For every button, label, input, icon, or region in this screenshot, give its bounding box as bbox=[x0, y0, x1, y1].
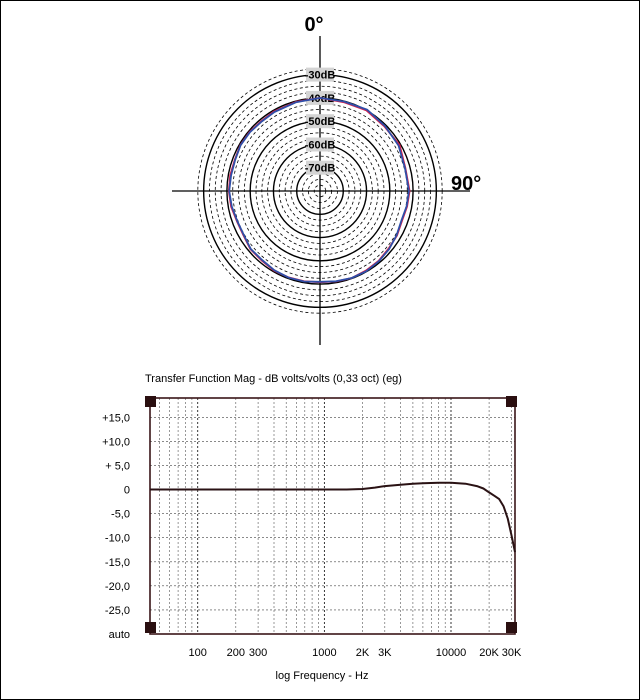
ring-label-bg bbox=[306, 114, 334, 129]
ring-label: -60dB bbox=[305, 140, 336, 152]
polar-angle-label-top: 0° bbox=[304, 14, 323, 36]
ring-label: -40dB bbox=[305, 93, 336, 105]
ring-label: -30dB bbox=[305, 70, 336, 82]
ring-label: -50dB bbox=[305, 116, 336, 128]
ring-label-bg bbox=[306, 67, 334, 82]
polar-chart: -30dB -40dB -50dB -60dB -70dB 0° 90° bbox=[172, 14, 481, 345]
ring-label-bg bbox=[306, 137, 334, 152]
polar-angle-label-right: 90° bbox=[451, 173, 481, 195]
ring-label: -70dB bbox=[305, 163, 336, 175]
polar-series-blue-line bbox=[228, 97, 410, 283]
polar-series-group bbox=[227, 97, 411, 284]
ring-label-bg bbox=[306, 160, 334, 175]
